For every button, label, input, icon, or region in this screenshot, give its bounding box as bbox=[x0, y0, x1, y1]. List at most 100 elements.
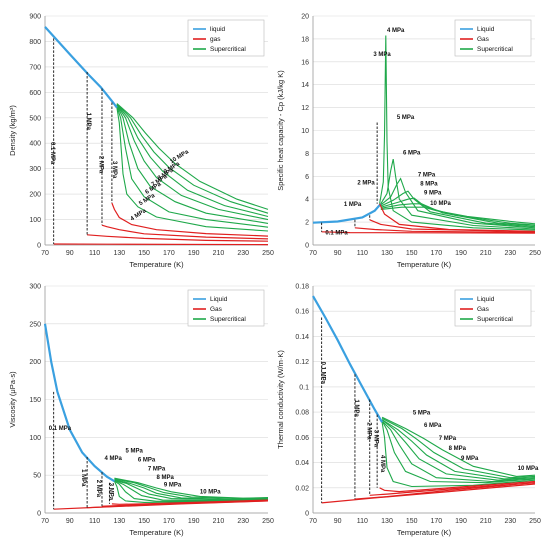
pressure-label: 4 MPa bbox=[130, 208, 148, 223]
pressure-label: 7 MPa bbox=[418, 172, 436, 178]
y-axis-label: Specific heat capacity - Cp (kJ/kg K) bbox=[276, 70, 285, 191]
y-tick-label: 16 bbox=[301, 59, 309, 66]
supercritical-line bbox=[380, 158, 536, 230]
pressure-label: 6 MPa bbox=[138, 458, 156, 464]
x-tick-label: 190 bbox=[188, 250, 200, 257]
pressure-label: 5 MPa bbox=[413, 411, 431, 417]
x-axis-label: Temperature (K) bbox=[129, 528, 184, 537]
gas-line bbox=[369, 482, 536, 496]
gas-line bbox=[111, 202, 269, 237]
pressure-label: 10 MPa bbox=[430, 201, 451, 207]
supercritical-line bbox=[116, 103, 269, 214]
pressure-label: 9 MPa bbox=[164, 483, 182, 489]
x-tick-label: 210 bbox=[213, 518, 225, 525]
pressure-label: 2 MPa bbox=[95, 480, 101, 498]
x-tick-label: 150 bbox=[138, 518, 150, 525]
legend-label: Gas bbox=[210, 306, 223, 313]
x-tick-label: 170 bbox=[430, 518, 442, 525]
pressure-label: 5 MPa bbox=[397, 115, 415, 121]
y-tick-label: 700 bbox=[29, 64, 41, 71]
legend-label: Gas bbox=[477, 306, 490, 313]
x-tick-label: 230 bbox=[504, 250, 516, 257]
y-tick-label: 18 bbox=[301, 36, 309, 43]
panel-2: 0 2 4 6 8 10 12 14 16 18 20 70 90 110 130 150 170 190 210 2… bbox=[276, 14, 541, 270]
y-tick-label: 20 bbox=[301, 14, 309, 21]
supercritical-line bbox=[381, 420, 536, 484]
pressure-label: 0.1 MPa bbox=[320, 362, 326, 385]
y-tick-label: 2 bbox=[305, 220, 309, 227]
panel-1: 0 100 200 300 400 500 600 700 800 900 70 90 110 130 15… bbox=[8, 14, 274, 270]
pressure-label: 3 MPa bbox=[111, 161, 117, 179]
liquid-line bbox=[312, 203, 382, 224]
x-tick-label: 250 bbox=[529, 518, 541, 525]
pressure-label: 7 MPa bbox=[148, 467, 166, 473]
y-tick-label: 100 bbox=[29, 435, 41, 442]
y-tick-label: 800 bbox=[29, 39, 41, 46]
y-tick-label: 0.06 bbox=[295, 435, 309, 442]
y-tick-label: 600 bbox=[29, 90, 41, 97]
x-tick-label: 170 bbox=[163, 518, 175, 525]
panel-3: 0 50 100 150 200 250 300 70 90 110 130 150 170 190 210… bbox=[8, 284, 274, 538]
y-tick-label: 0 bbox=[305, 243, 309, 250]
pressure-label: 9 MPa bbox=[461, 456, 479, 462]
x-tick-label: 210 bbox=[480, 518, 492, 525]
x-tick-label: 70 bbox=[309, 518, 317, 525]
x-axis-label: Temperature (K) bbox=[397, 528, 452, 537]
supercritical-line bbox=[381, 419, 536, 481]
supercritical-line bbox=[114, 477, 269, 499]
pressure-label: 10 MPa bbox=[200, 489, 221, 495]
legend-box bbox=[187, 19, 265, 57]
x-tick-label: 250 bbox=[529, 250, 541, 257]
y-tick-label: 200 bbox=[29, 359, 41, 366]
x-tick-label: 150 bbox=[138, 250, 150, 257]
pressure-label: 6 MPa bbox=[403, 151, 421, 157]
supercritical-line bbox=[380, 197, 536, 227]
pressure-label: 4 MPa bbox=[387, 28, 405, 34]
supercritical-line bbox=[381, 419, 536, 480]
y-tick-label: 0.04 bbox=[295, 460, 309, 467]
x-tick-label: 190 bbox=[455, 250, 467, 257]
gas-line bbox=[379, 480, 536, 493]
legend-label: Liquid bbox=[477, 26, 495, 33]
x-tick-label: 90 bbox=[334, 518, 342, 525]
pressure-label: 1 MPa bbox=[353, 400, 359, 418]
supercritical-line bbox=[380, 190, 536, 228]
y-tick-label: 150 bbox=[29, 397, 41, 404]
y-tick-label: 0 bbox=[37, 511, 41, 518]
legend-box bbox=[454, 289, 532, 327]
pressure-label: 3 MPa bbox=[373, 52, 391, 58]
x-tick-label: 110 bbox=[357, 250, 368, 257]
pressure-label: 1 MPa bbox=[85, 113, 91, 131]
x-tick-label: 130 bbox=[113, 250, 125, 257]
y-tick-label: 0.12 bbox=[295, 359, 309, 366]
y-tick-label: 100 bbox=[29, 217, 41, 224]
x-tick-label: 250 bbox=[262, 518, 274, 525]
supercritical-line bbox=[380, 203, 536, 226]
x-tick-label: 210 bbox=[480, 250, 492, 257]
supercritical-line bbox=[116, 104, 269, 221]
y-tick-label: 0.18 bbox=[295, 284, 309, 291]
legend-label: liquid bbox=[210, 26, 226, 33]
x-axis-label: Temperature (K) bbox=[397, 260, 452, 269]
y-tick-label: 900 bbox=[29, 14, 41, 21]
supercritical-line bbox=[116, 105, 269, 224]
x-tick-label: 170 bbox=[430, 250, 442, 257]
pressure-label: 0.1 MPa bbox=[49, 426, 72, 432]
x-tick-label: 230 bbox=[237, 250, 249, 257]
supercritical-line bbox=[381, 422, 536, 488]
supercritical-line bbox=[116, 103, 269, 210]
x-tick-label: 130 bbox=[113, 518, 125, 525]
legend-label: Supercritical bbox=[477, 316, 513, 323]
x-tick-label: 90 bbox=[66, 518, 74, 525]
pressure-label: 0.1 MPa bbox=[325, 231, 348, 237]
supercritical-line bbox=[116, 104, 269, 218]
x-tick-label: 190 bbox=[455, 518, 467, 525]
x-tick-label: 170 bbox=[163, 250, 175, 257]
legend-box bbox=[454, 19, 532, 57]
pressure-label: 7 MPa bbox=[439, 436, 457, 442]
liquid-line bbox=[44, 26, 118, 109]
liquid-line bbox=[43, 323, 115, 483]
x-tick-label: 130 bbox=[381, 518, 393, 525]
pressure-label: 1 MPa bbox=[344, 202, 362, 208]
